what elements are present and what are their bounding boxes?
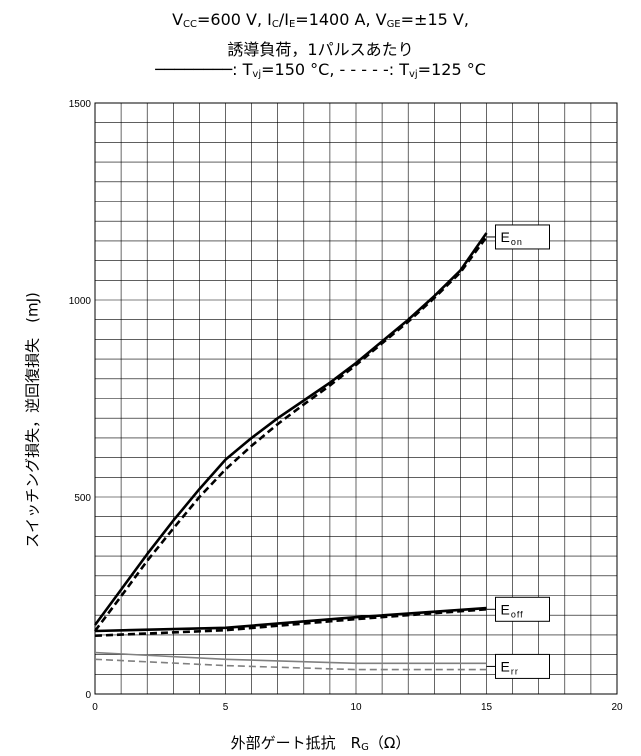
legend-dashed-text: - - - - -: T [339, 60, 409, 79]
annotation-label-err: Err [501, 658, 519, 676]
x-tick-label: 10 [350, 702, 362, 713]
chart-title-conditions: VCC=600 V, IC/IE=1400 A, VGE=±15 V, [172, 10, 469, 30]
series-eon-solid-line [93, 232, 488, 626]
x-tick-label: 15 [481, 702, 493, 713]
series-eon-dashed-line [93, 236, 488, 632]
y-tick-label: 0 [85, 690, 91, 701]
x-tick-label: 5 [223, 702, 229, 713]
x-tick-label: 0 [92, 702, 98, 713]
y-tick-label: 1500 [69, 99, 92, 110]
y-tick-label: 500 [74, 493, 91, 504]
annotation-box [495, 653, 550, 679]
x-axis-label: 外部ゲート抵抗 RG（Ω） [230, 734, 411, 753]
annotation-label-eon: Eon [501, 229, 523, 247]
legend-solid-text: ────────: T [155, 60, 253, 79]
y-axis-label: スイッチング損失，逆回復損失 (mJ) [23, 292, 42, 548]
x-tick-label: 20 [611, 702, 623, 713]
series-err-solid-line [94, 651, 487, 665]
y-tick-label: 1000 [69, 296, 92, 307]
series-eoff-solid-line [94, 606, 487, 633]
chart-title-legend: ────────: Tvj=150 °C, - - - - -: Tvj=125… [155, 60, 486, 80]
annotation-box [495, 596, 550, 622]
annotation-label-eoff: Eoff [501, 601, 524, 619]
chart-title-load: 誘導負荷，1パルスあたり [227, 40, 414, 59]
annotation-box [495, 224, 550, 250]
plot-frame [94, 102, 618, 695]
